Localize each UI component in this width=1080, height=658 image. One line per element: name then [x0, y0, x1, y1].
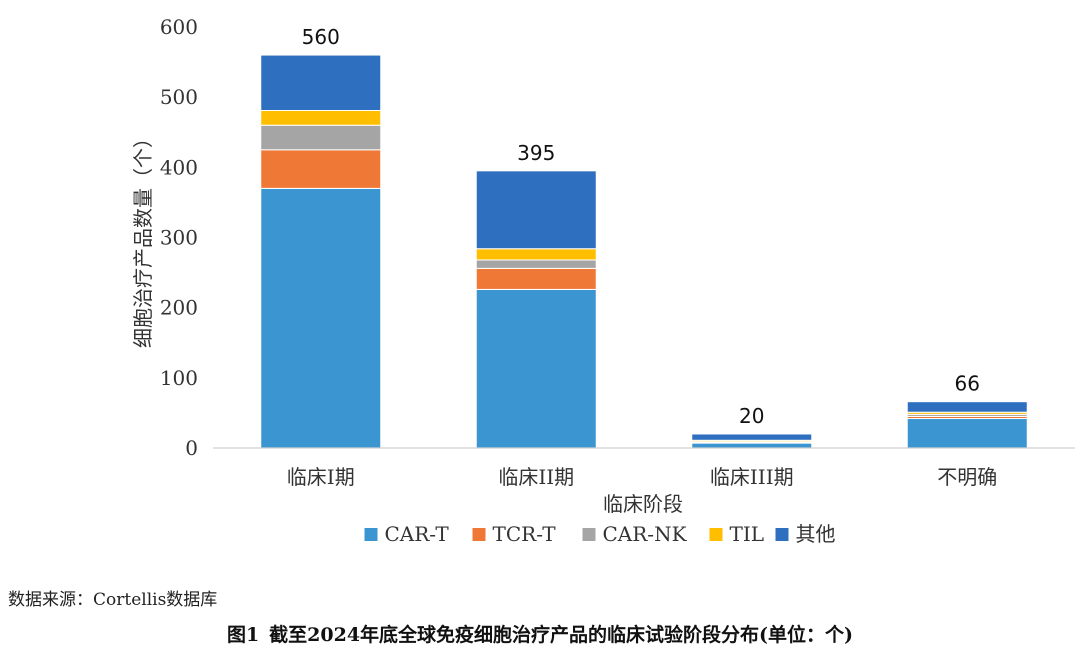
legend-swatch	[364, 528, 378, 541]
y-tick-label: 600	[160, 15, 198, 39]
bar-segment	[260, 124, 382, 151]
legend-swatch	[775, 528, 789, 541]
bar-segment	[475, 288, 597, 449]
y-tick-label: 500	[160, 85, 198, 109]
legend-swatch	[582, 528, 596, 541]
total-label: 20	[739, 404, 764, 428]
x-tick-label: 临床III期	[710, 465, 794, 489]
y-tick-label: 300	[160, 226, 198, 250]
legend: CAR-T TCR-T CAR-NK TIL 其他	[364, 522, 836, 546]
total-labels-group: 560 395 20 66	[302, 25, 980, 428]
legend-label: CAR-NK	[603, 522, 688, 546]
bar-segment	[475, 170, 597, 250]
bar-segment	[691, 442, 813, 449]
bar-segment	[260, 187, 382, 449]
total-label: 560	[302, 25, 340, 49]
y-axis-title: 细胞治疗产品数量（个）	[131, 128, 155, 348]
bar-segment	[260, 149, 382, 189]
legend-swatch	[709, 528, 723, 541]
figure-number: 图1	[226, 624, 260, 646]
legend-label: CAR-T	[385, 522, 450, 546]
x-axis-title: 临床阶段	[603, 492, 683, 516]
bar-segment	[906, 418, 1028, 449]
bars-group	[260, 54, 1028, 449]
x-tick-label: 临床I期	[287, 465, 355, 489]
total-label: 395	[517, 141, 555, 165]
bar-segment	[260, 54, 382, 111]
x-axis: 临床I期 临床II期 临床III期 不明确	[213, 447, 1075, 489]
stacked-bar-chart: 0 100 200 300 400 500 600 560 395 20 66 临床I期 临床II期…	[131, 15, 1075, 546]
x-tick-label: 不明确	[937, 465, 997, 489]
legend-label: TIL	[730, 522, 765, 546]
bar-segment	[475, 259, 597, 269]
source-note: 数据来源：Cortellis数据库	[8, 590, 218, 610]
legend-swatch	[472, 528, 486, 541]
x-tick-label: 临床II期	[498, 465, 574, 489]
figure-caption: 图1 截至2024年底全球免疫细胞治疗产品的临床试验阶段分布(单位：个)	[0, 620, 1080, 647]
bar-segment	[260, 109, 382, 126]
legend-label: TCR-T	[493, 522, 557, 546]
y-tick-label: 200	[160, 296, 198, 320]
figure-caption-text: 截至2024年底全球免疫细胞治疗产品的临床试验阶段分布(单位：个)	[269, 624, 854, 646]
legend-label: 其他	[796, 522, 836, 546]
bar-segment	[475, 248, 597, 261]
y-tick-label: 0	[185, 436, 198, 460]
y-tick-label: 100	[160, 366, 198, 390]
total-label: 66	[955, 372, 980, 396]
y-axis: 0 100 200 300 400 500 600	[160, 15, 198, 460]
bar-segment	[691, 433, 813, 441]
bar-segment	[475, 267, 597, 290]
y-tick-label: 400	[160, 155, 198, 179]
bar-segment	[906, 401, 1028, 413]
